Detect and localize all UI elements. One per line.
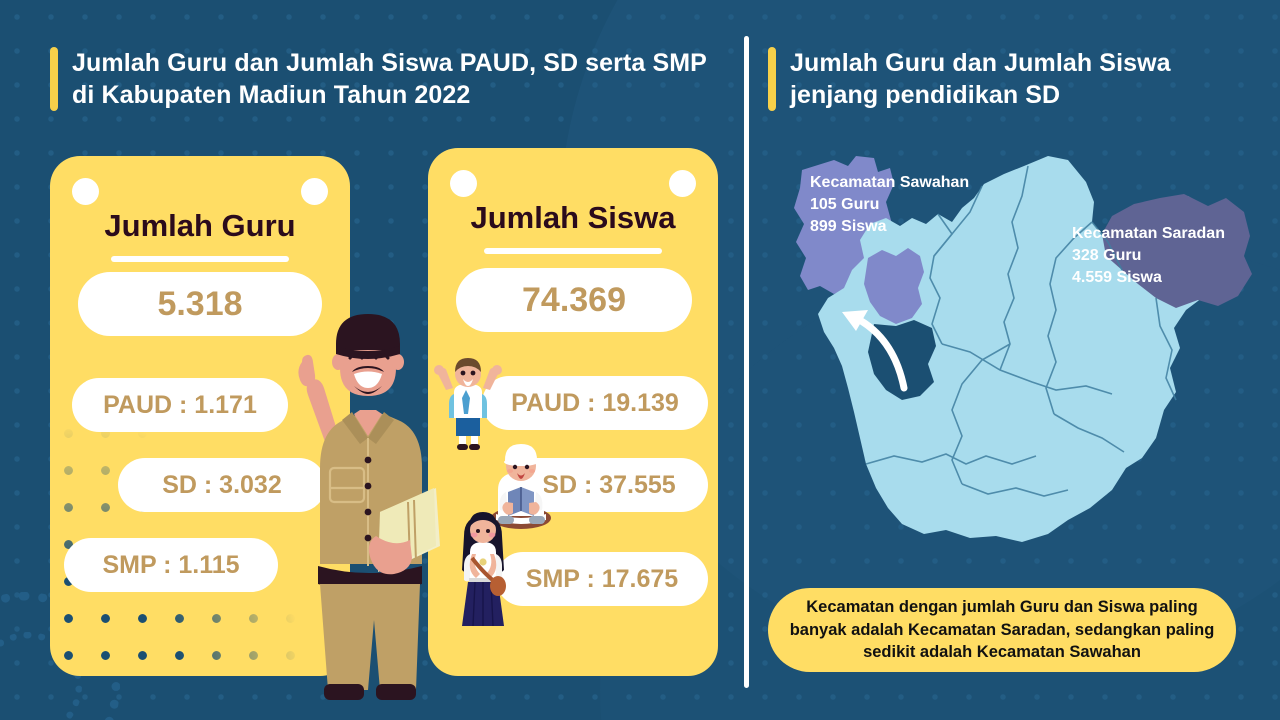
student-paud-illustration xyxy=(434,358,502,450)
card-jumlah-guru: Jumlah Guru 5.318 PAUD : 1.171 SD : 3.03… xyxy=(50,156,350,676)
guru-smp-value: SMP : 1.115 xyxy=(64,538,278,592)
card-heading: Jumlah Guru xyxy=(104,208,296,243)
punch-hole-left-icon xyxy=(450,170,477,197)
map-label-saradan-name: Kecamatan Saradan xyxy=(1072,225,1225,242)
map-label-saradan-teachers: 328 Guru xyxy=(1072,247,1142,265)
siswa-paud-value: PAUD : 19.139 xyxy=(482,376,708,430)
card-underline xyxy=(484,248,662,254)
callout-arrow-head-icon xyxy=(842,310,868,331)
right-panel-title: Jumlah Guru dan Jumlah Siswa jenjang pen… xyxy=(768,47,1238,111)
guru-total-value: 5.318 xyxy=(78,272,322,336)
map-label-sawahan-students: 899 Siswa xyxy=(810,218,887,236)
map-label-sawahan-teachers: 105 Guru xyxy=(810,196,880,214)
callout-arrow-icon xyxy=(852,314,908,392)
punch-hole-right-icon xyxy=(301,178,328,205)
summary-caption-box: Kecamatan dengan jumlah Guru dan Siswa p… xyxy=(768,588,1236,672)
student-sd-illustration xyxy=(491,444,551,529)
panel-divider xyxy=(744,36,749,688)
student-smp-illustration xyxy=(462,512,506,627)
guru-sd-value: SD : 3.032 xyxy=(118,458,326,512)
map-label-saradan: Kecamatan Saradan 328 Guru 4.559 Siswa xyxy=(1072,223,1225,289)
left-panel-title: Jumlah Guru dan Jumlah Siswa PAUD, SD se… xyxy=(50,47,730,111)
map-label-sawahan-name: Kecamatan Sawahan xyxy=(810,174,970,191)
guru-paud-value: PAUD : 1.171 xyxy=(72,378,288,432)
map-region-saradan[interactable] xyxy=(1102,194,1252,308)
teacher-illustration xyxy=(298,314,440,700)
map-label-sawahan: Kecamatan Sawahan 105 Guru 899 Siswa xyxy=(810,172,969,238)
title-accent-bar xyxy=(50,47,58,111)
card-heading: Jumlah Siswa xyxy=(470,200,676,235)
map-region-sawahan[interactable] xyxy=(864,248,924,324)
title-accent-bar xyxy=(768,47,776,111)
siswa-total-value: 74.369 xyxy=(456,268,692,332)
kabupaten-madiun-map xyxy=(794,156,1252,542)
left-panel-title-text: Jumlah Guru dan Jumlah Siswa PAUD, SD se… xyxy=(72,49,707,109)
right-panel-title-text: Jumlah Guru dan Jumlah Siswa jenjang pen… xyxy=(790,49,1171,109)
card-underline xyxy=(111,256,289,262)
summary-caption-text: Kecamatan dengan jumlah Guru dan Siswa p… xyxy=(789,598,1215,662)
punch-hole-left-icon xyxy=(72,178,99,205)
siswa-smp-value: SMP : 17.675 xyxy=(496,552,708,606)
decorative-ring-inner xyxy=(0,632,82,720)
map-district-boundaries xyxy=(865,165,1177,497)
map-label-saradan-students: 4.559 Siswa xyxy=(1072,269,1162,287)
punch-hole-right-icon xyxy=(669,170,696,197)
